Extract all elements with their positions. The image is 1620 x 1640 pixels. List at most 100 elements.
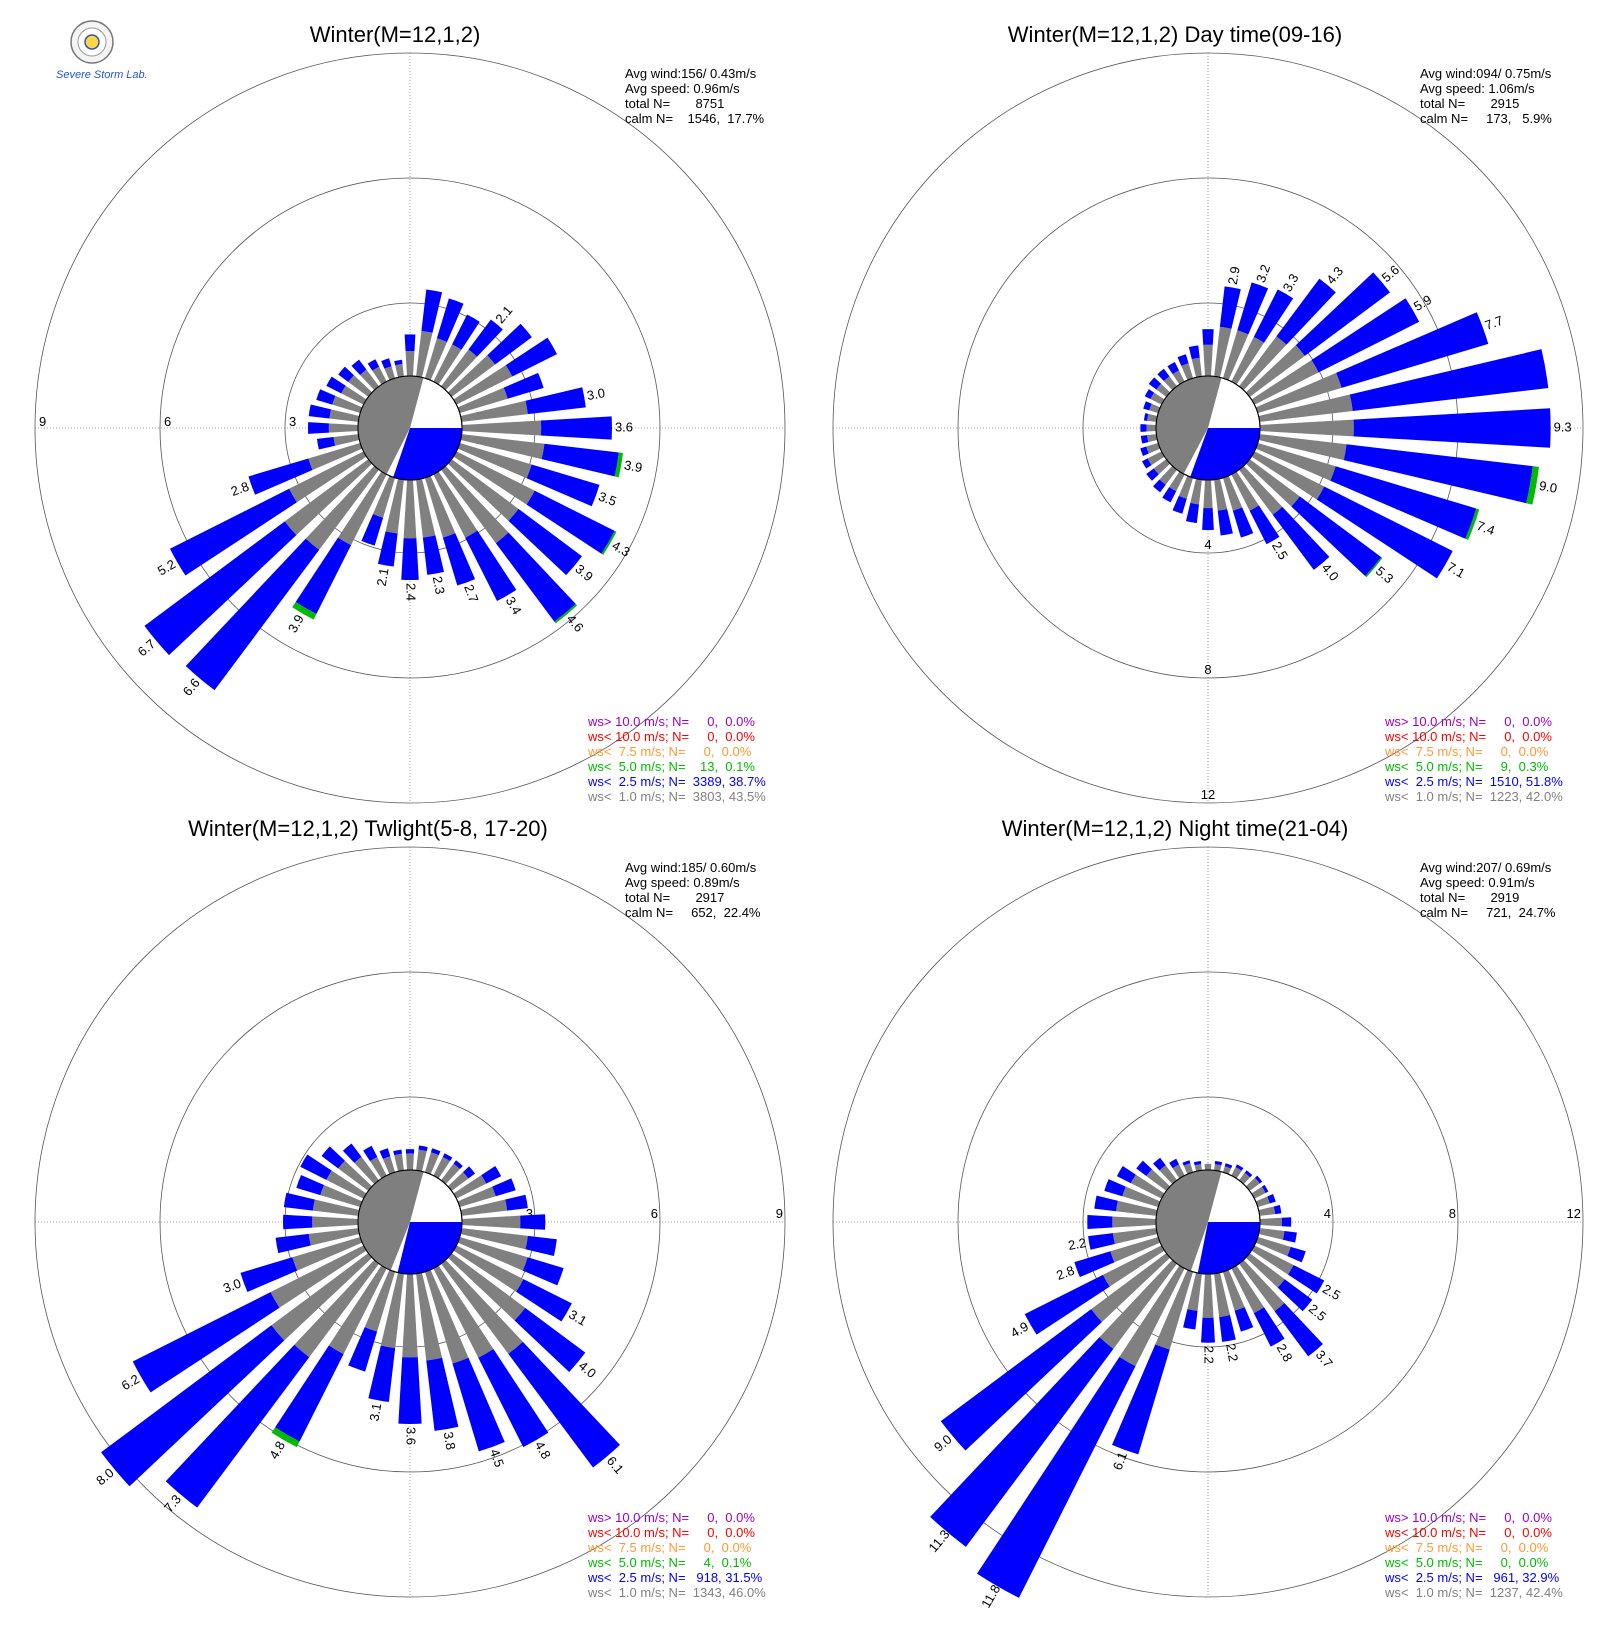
legend-row: ws< 5.0 m/s; N= 9, 0.3% — [1384, 759, 1549, 774]
bar-label: 6.2 — [119, 1371, 142, 1393]
bar-segment-lt1 — [1119, 1265, 1185, 1367]
bar-label: 4.3 — [1323, 264, 1346, 287]
bar-segment-lt1 — [329, 409, 360, 422]
bar-segment-lt1 — [1147, 451, 1165, 466]
bar-segment-lt2_5 — [404, 334, 416, 352]
bar-segment-lt1 — [1204, 1163, 1212, 1171]
bar-segment-lt2_5 — [1267, 1194, 1276, 1204]
bar-segment-lt2_5 — [316, 436, 336, 450]
bar-segment-lt2_5 — [1232, 507, 1254, 538]
bar-segment-lt1 — [1214, 1164, 1222, 1172]
bar-label: 4.5 — [487, 1447, 507, 1469]
bar-segment-lt2_5 — [508, 508, 582, 576]
bar-segment-lt1 — [271, 1253, 373, 1341]
bar-segment-lt1 — [1222, 475, 1243, 511]
bar-segment-lt1 — [337, 471, 387, 546]
bar-segment-lt1 — [312, 1216, 359, 1228]
bar-segment-lt2_5 — [1276, 278, 1336, 345]
bar-segment-lt1 — [1245, 1177, 1260, 1191]
bar-segment-lt1 — [1245, 459, 1300, 507]
bar-segment-lt2_5 — [1353, 408, 1551, 448]
bar-segment-lt2_5 — [1288, 1265, 1325, 1294]
bar-segment-lt1 — [1258, 1206, 1276, 1216]
stat-avg-speed: Avg speed: 1.06m/s — [1420, 81, 1535, 96]
bar-segment-lt1 — [441, 349, 478, 391]
bar-segment-lt1 — [1147, 434, 1158, 443]
stat-total: total N= 2919 — [1420, 890, 1519, 905]
bar-segment-lt2_5 — [525, 387, 586, 415]
bar-segment-lt1 — [441, 465, 509, 544]
range-ring — [1082, 1096, 1334, 1348]
bar-segment-lt2_5 — [442, 1153, 453, 1162]
bar-segment-lt1 — [447, 1172, 469, 1191]
range-ring — [832, 846, 1584, 1598]
ring-label: 9 — [776, 1206, 783, 1221]
bar-segment-lt2_5 — [526, 464, 600, 507]
bar-label: 3.7 — [1313, 1347, 1336, 1370]
bar-segment-lt2_5 — [1143, 401, 1152, 411]
logo-text: Severe Storm Lab. — [56, 69, 148, 81]
bar-segment-lt2_5 — [240, 1257, 298, 1293]
legend-row: ws< 5.0 m/s; N= 0, 0.0% — [1384, 1555, 1549, 1570]
bar-segment-lt1 — [1239, 1172, 1251, 1185]
bar-segment-lt5 — [554, 603, 578, 624]
bar-segment-lt2_5 — [1140, 435, 1149, 444]
bar-segment-lt1 — [1181, 363, 1194, 381]
bar-label: 3.6 — [615, 419, 633, 434]
bar-segment-lt1 — [433, 1265, 494, 1358]
ring-label: 6 — [164, 414, 171, 429]
bar-segment-lt1 — [1112, 1228, 1158, 1245]
bar-segment-lt1 — [1231, 1265, 1265, 1314]
bar-label: 3.5 — [596, 489, 618, 509]
bar-segment-lt1 — [447, 355, 496, 397]
bar-segment-lt2_5 — [393, 1149, 402, 1156]
bar-segment-lt1 — [453, 365, 513, 405]
bar-label: 9.0 — [1538, 478, 1558, 496]
bar-segment-lt2_5 — [487, 323, 532, 365]
bar-segment-lt2_5 — [308, 422, 329, 434]
bar-segment-lt2_5 — [514, 1307, 586, 1372]
bar-label: 5.9 — [1411, 292, 1434, 314]
bar-segment-lt1 — [433, 1156, 450, 1179]
bar-segment-lt2_5 — [492, 1178, 516, 1197]
bar-segment-lt1 — [332, 395, 363, 414]
bar-segment-lt2_5 — [418, 1145, 428, 1152]
bar-segment-lt2_5 — [361, 514, 384, 546]
bar-segment-lt5 — [1365, 557, 1383, 578]
bar-segment-lt2_5 — [1281, 1217, 1292, 1227]
logo: Severe Storm Lab. — [56, 20, 148, 81]
calm-hub-outline — [1155, 1169, 1261, 1275]
bar-segment-lt2_5 — [1148, 377, 1162, 390]
ring-label: 3 — [289, 414, 296, 429]
bar-segment-lt1 — [1203, 344, 1213, 377]
bar-segment-lt2_5 — [522, 1257, 564, 1286]
bar-segment-lt2_5 — [1219, 1315, 1236, 1342]
bar-segment-lt2_5 — [1182, 1160, 1191, 1166]
bar-segment-lt2_5 — [1146, 468, 1159, 481]
bar-segment-lt1 — [328, 423, 359, 433]
bar-segment-lt2_5 — [1202, 507, 1214, 530]
bar-segment-lt2_5 — [1167, 362, 1180, 375]
bar-segment-lt1 — [403, 479, 417, 539]
bar-segment-lt1 — [416, 478, 436, 538]
bar-segment-lt2_5 — [1183, 1309, 1198, 1330]
bar-label: 2.8 — [1274, 1341, 1296, 1364]
bar-label: 4.3 — [610, 538, 633, 560]
bar-label: 3.0 — [586, 385, 606, 403]
wind-rose-panel-4: 4 8 122.52.53.72.82.22.26.111.811.39.04.92… — [832, 816, 1584, 1611]
calm-hub-outline — [1155, 375, 1261, 481]
bar-label: 5.2 — [155, 556, 178, 578]
bar-segment-lt1 — [312, 1199, 360, 1216]
bar-segment-lt2_5 — [930, 1337, 1114, 1547]
bar-segment-lt1 — [370, 1156, 387, 1179]
bar-segment-lt1 — [416, 330, 433, 378]
bar-segment-lt2_5 — [1153, 1157, 1166, 1171]
bar-segment-lt2_5 — [465, 530, 517, 602]
bar-segment-lt1 — [405, 351, 415, 377]
bar-segment-lt1 — [372, 475, 396, 518]
ring-label: 8 — [1449, 1206, 1456, 1221]
bar-label: 2.5 — [1320, 1281, 1343, 1303]
bar-segment-lt2_5 — [316, 389, 336, 405]
bar-segment-lt1 — [1183, 1163, 1194, 1175]
